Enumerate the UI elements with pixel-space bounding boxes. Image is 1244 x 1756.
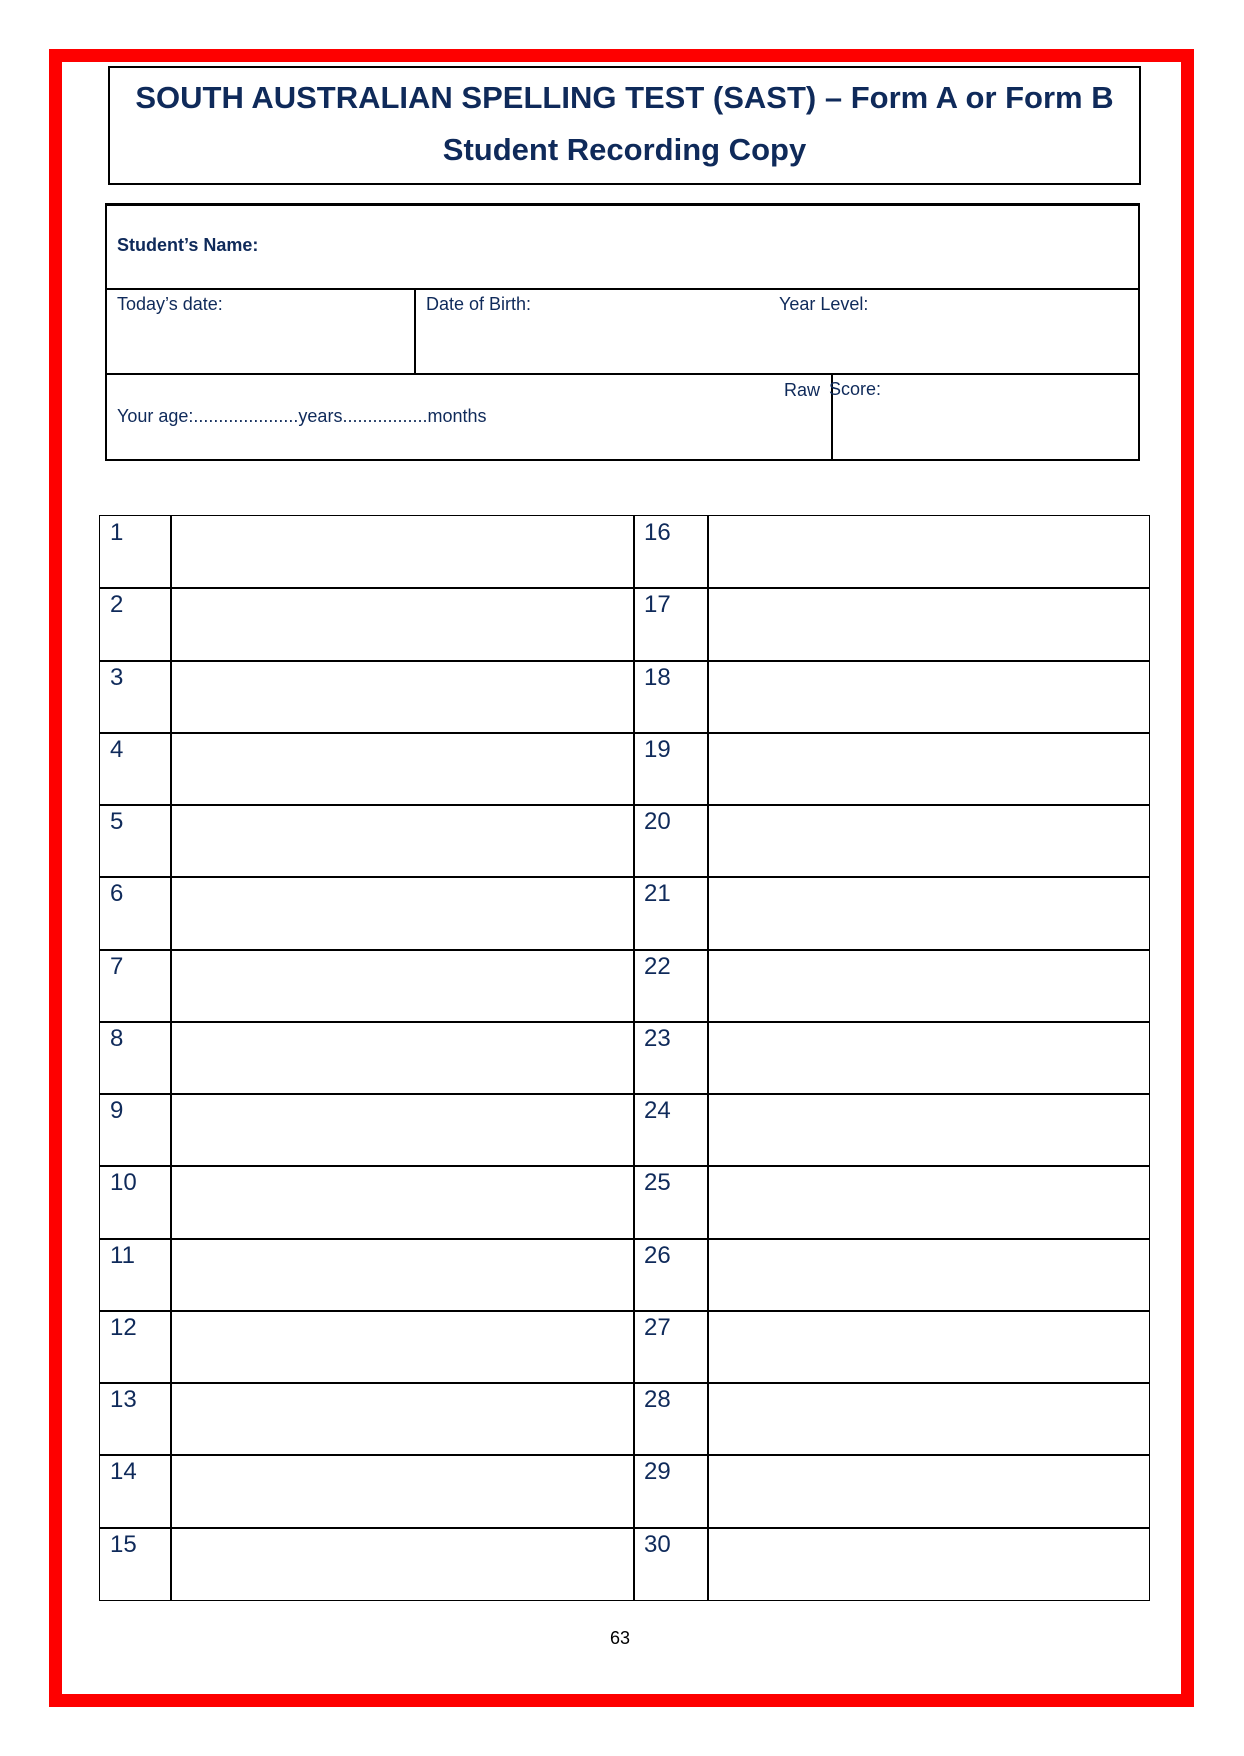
answer-cell[interactable]: [709, 1384, 1147, 1453]
divider: [107, 373, 1138, 375]
item-number: 2: [110, 591, 124, 619]
column-divider: [633, 516, 635, 1600]
item-number: 13: [110, 1386, 137, 1414]
answer-cell[interactable]: [709, 1240, 1147, 1309]
item-number: 1: [110, 519, 124, 546]
answer-cell[interactable]: [709, 589, 1147, 658]
item-number: 3: [110, 663, 124, 691]
answer-cell[interactable]: [172, 951, 631, 1020]
row-divider: [100, 659, 1149, 662]
item-number: 24: [644, 1097, 671, 1125]
item-number: 9: [110, 1097, 124, 1125]
row-divider: [100, 804, 1149, 807]
row-divider: [100, 1165, 1149, 1168]
answer-cell[interactable]: [172, 1384, 631, 1453]
divider: [107, 288, 1138, 290]
row-divider: [100, 1020, 1149, 1023]
row-divider: [100, 587, 1149, 590]
item-number: 12: [110, 1313, 137, 1341]
title-box: SOUTH AUSTRALIAN SPELLING TEST (SAST) – …: [108, 66, 1141, 185]
answer-cell[interactable]: [709, 1167, 1147, 1236]
answer-cell[interactable]: [709, 951, 1147, 1020]
answer-grid: 1 16 2 17 3 18 4 19 5 20 6 21 7 22 8 23 9 24 10 25 11 26 12 27 1…: [99, 515, 1150, 1601]
item-number: 8: [110, 1024, 124, 1052]
answer-cell[interactable]: [172, 878, 631, 947]
answer-cell[interactable]: [172, 1167, 631, 1236]
answer-cell[interactable]: [709, 662, 1147, 731]
answer-cell[interactable]: [172, 1240, 631, 1309]
answer-cell[interactable]: [709, 734, 1147, 803]
item-number: 30: [644, 1530, 671, 1558]
item-number: 11: [110, 1241, 135, 1269]
divider: [414, 289, 416, 374]
title-line-1: SOUTH AUSTRALIAN SPELLING TEST (SAST) – …: [135, 80, 1114, 115]
answer-cell[interactable]: [709, 1095, 1147, 1164]
answer-cell[interactable]: [709, 1023, 1147, 1092]
answer-cell[interactable]: [709, 1456, 1147, 1525]
item-number: 25: [644, 1169, 671, 1197]
answer-cell[interactable]: [709, 806, 1147, 875]
item-number: 20: [644, 808, 671, 836]
answer-cell[interactable]: [709, 1529, 1147, 1598]
item-number: 6: [110, 880, 124, 908]
row-divider: [100, 876, 1149, 879]
row-divider: [100, 1237, 1149, 1240]
answer-cell[interactable]: [172, 589, 631, 658]
item-number: 29: [644, 1458, 671, 1486]
answer-cell[interactable]: [709, 517, 1147, 586]
student-info-box: Student’s Name: Today’s date: Date of Bi…: [105, 203, 1140, 461]
divider: [831, 374, 833, 459]
raw-label: Raw: [784, 380, 821, 400]
answer-cell[interactable]: [172, 1312, 631, 1381]
item-number: 10: [110, 1169, 137, 1197]
column-divider: [170, 516, 172, 1600]
row-divider: [100, 1382, 1149, 1385]
title-line-2: Student Recording Copy: [442, 132, 807, 167]
row-divider: [100, 948, 1149, 951]
answer-cell[interactable]: [709, 1312, 1147, 1381]
item-number: 21: [644, 880, 671, 908]
item-number: 19: [644, 735, 671, 763]
year-level-field[interactable]: Year Level:: [779, 294, 869, 314]
item-number: 16: [644, 519, 671, 546]
item-number: 26: [644, 1241, 671, 1269]
answer-cell[interactable]: [172, 1095, 631, 1164]
todays-date-field[interactable]: Today’s date:: [117, 294, 223, 314]
answer-cell[interactable]: [709, 878, 1147, 947]
answer-cell[interactable]: [172, 1529, 631, 1598]
item-number: 7: [110, 952, 124, 980]
answer-cell[interactable]: [172, 662, 631, 731]
column-divider: [707, 516, 709, 1600]
row-divider: [100, 1309, 1149, 1312]
row-divider: [100, 1526, 1149, 1529]
item-number: 15: [110, 1530, 137, 1558]
item-number: 23: [644, 1024, 671, 1052]
your-age-field[interactable]: Your age:.....................years.....…: [117, 406, 487, 426]
item-number: 27: [644, 1313, 671, 1341]
page-number: 63: [609, 1628, 631, 1648]
item-number: 22: [644, 952, 671, 980]
red-page-border: [49, 49, 1194, 1707]
date-of-birth-field[interactable]: Date of Birth:: [426, 294, 532, 314]
answer-cell[interactable]: [172, 1456, 631, 1525]
item-number: 5: [110, 808, 124, 836]
row-divider: [100, 1454, 1149, 1457]
row-divider: [100, 731, 1149, 734]
answer-cell[interactable]: [172, 806, 631, 875]
item-number: 4: [110, 735, 124, 763]
answer-cell[interactable]: [172, 1023, 631, 1092]
answer-cell[interactable]: [172, 517, 631, 586]
item-number: 28: [644, 1386, 671, 1414]
answer-cell[interactable]: [172, 734, 631, 803]
item-number: 14: [110, 1458, 137, 1486]
student-name-field[interactable]: Student’s Name:: [117, 235, 259, 255]
raw-score-field[interactable]: Score:: [829, 379, 882, 399]
row-divider: [100, 1093, 1149, 1096]
item-number: 18: [644, 663, 671, 691]
item-number: 17: [644, 591, 671, 619]
